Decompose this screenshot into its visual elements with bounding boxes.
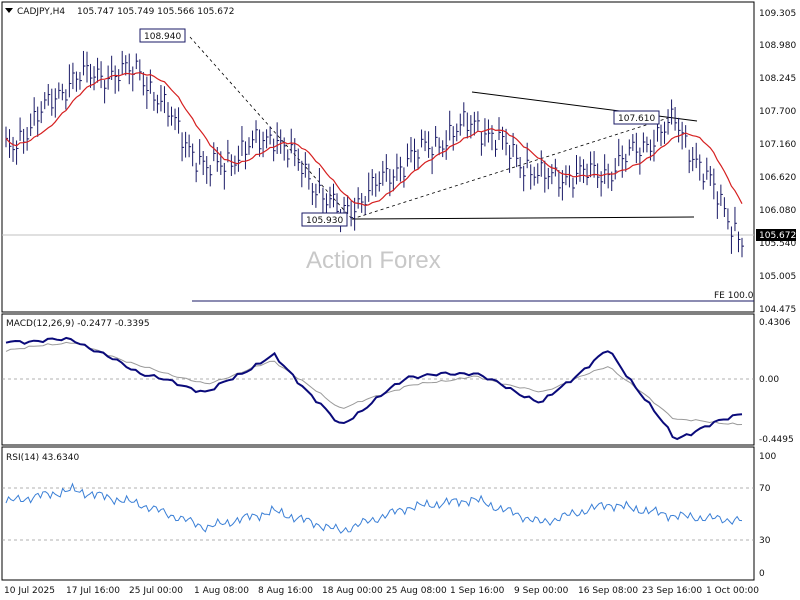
- price-tick: 107.160: [759, 140, 796, 150]
- price-axis: 109.305 108.980 108.245 107.700 107.160 …: [759, 9, 796, 315]
- x-axis: 10 Jul 2025 17 Jul 16:00 25 Jul 00:00 1 …: [4, 586, 759, 596]
- x-tick: 23 Sep 16:00: [642, 586, 702, 596]
- dropdown-triangle-icon[interactable]: [5, 8, 13, 13]
- rsi-tick: 70: [759, 484, 771, 494]
- rsi-tick: 30: [759, 536, 771, 546]
- rsi-tick: 0: [759, 569, 765, 579]
- trendline-dashed-down: [189, 36, 353, 220]
- macd-title: MACD(12,26,9) -0.2477 -0.3395: [6, 319, 150, 329]
- rsi-tick: 100: [759, 452, 776, 462]
- price-tick: 106.620: [759, 173, 796, 183]
- low-label: 105.930: [306, 216, 343, 226]
- price-bars: [5, 50, 744, 258]
- symbol-label: CADJPY,H4: [17, 7, 65, 17]
- price-tick: 109.305: [759, 9, 796, 19]
- x-tick: 17 Jul 16:00: [66, 586, 120, 596]
- macd-signal-line: [5, 341, 743, 426]
- rsi-panel-frame: [1, 446, 755, 581]
- trendline-dashed-up: [351, 117, 669, 220]
- trendline-resistance: [471, 91, 698, 122]
- macd-line: [5, 336, 743, 441]
- rsi-line: [5, 482, 743, 534]
- x-tick: 9 Sep 00:00: [514, 586, 569, 596]
- price-tick: 107.700: [759, 107, 796, 117]
- macd-tick: 0.4306: [759, 318, 791, 328]
- macd-tick: -0.4495: [759, 435, 794, 445]
- ohlc-label: 105.747 105.749 105.566 105.672: [77, 7, 234, 17]
- moving-average-line: [5, 72, 743, 207]
- current-price-tag: [756, 229, 796, 241]
- trendlines: [189, 36, 698, 220]
- price-tick: 108.980: [759, 41, 796, 51]
- price-tick: 105.540: [759, 239, 796, 249]
- fe-label: FE 100.0: [714, 291, 754, 301]
- price-tick: 104.475: [759, 305, 796, 315]
- macd-panel-frame: [1, 313, 755, 446]
- rsi-title: RSI(14) 43.6340: [6, 453, 79, 463]
- x-tick: 8 Aug 16:00: [258, 586, 313, 596]
- watermark: Action Forex: [306, 247, 441, 274]
- high-label: 108.940: [144, 32, 181, 42]
- price-tick: 108.245: [759, 74, 796, 84]
- mid-label-box: [613, 110, 660, 125]
- low-label-box: [301, 212, 348, 227]
- x-tick: 10 Jul 2025: [4, 586, 55, 596]
- high-label-box: [139, 28, 186, 43]
- trendline-support: [351, 216, 695, 220]
- price-panel-frame: [1, 1, 755, 313]
- current-price-value: 105.672: [759, 231, 796, 241]
- macd-tick: 0.00: [759, 375, 779, 385]
- price-tick: 105.005: [759, 272, 796, 282]
- x-tick: 18 Aug 00:00: [322, 586, 383, 596]
- x-tick: 1 Aug 08:00: [194, 586, 249, 596]
- price-tick: 106.080: [759, 206, 796, 216]
- x-tick: 1 Sep 16:00: [450, 586, 505, 596]
- mid-label: 107.610: [618, 114, 655, 124]
- x-tick: 1 Oct 00:00: [706, 586, 759, 596]
- x-tick: 25 Jul 00:00: [129, 586, 183, 596]
- x-tick: 16 Sep 08:00: [578, 586, 638, 596]
- x-tick: 25 Aug 08:00: [386, 586, 447, 596]
